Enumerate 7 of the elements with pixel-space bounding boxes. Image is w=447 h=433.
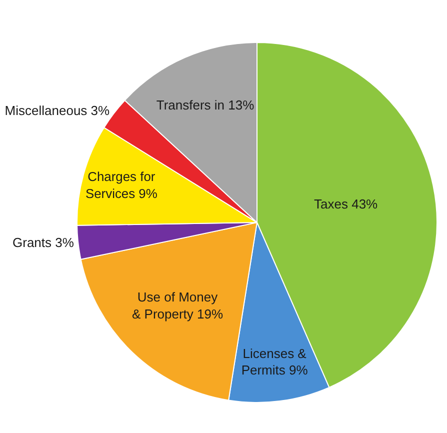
slice-label: Taxes 43% — [314, 196, 378, 212]
slice-label: Charges for Services 9% — [85, 169, 158, 201]
slice-label: Use of Money & Property 19% — [132, 290, 224, 322]
slice-label: Licenses & Permits 9% — [241, 346, 308, 378]
slice-label: Transfers in 13% — [156, 97, 255, 112]
slice-label: Grants 3% — [12, 235, 74, 250]
slice-label: Miscellaneous 3% — [4, 103, 110, 118]
